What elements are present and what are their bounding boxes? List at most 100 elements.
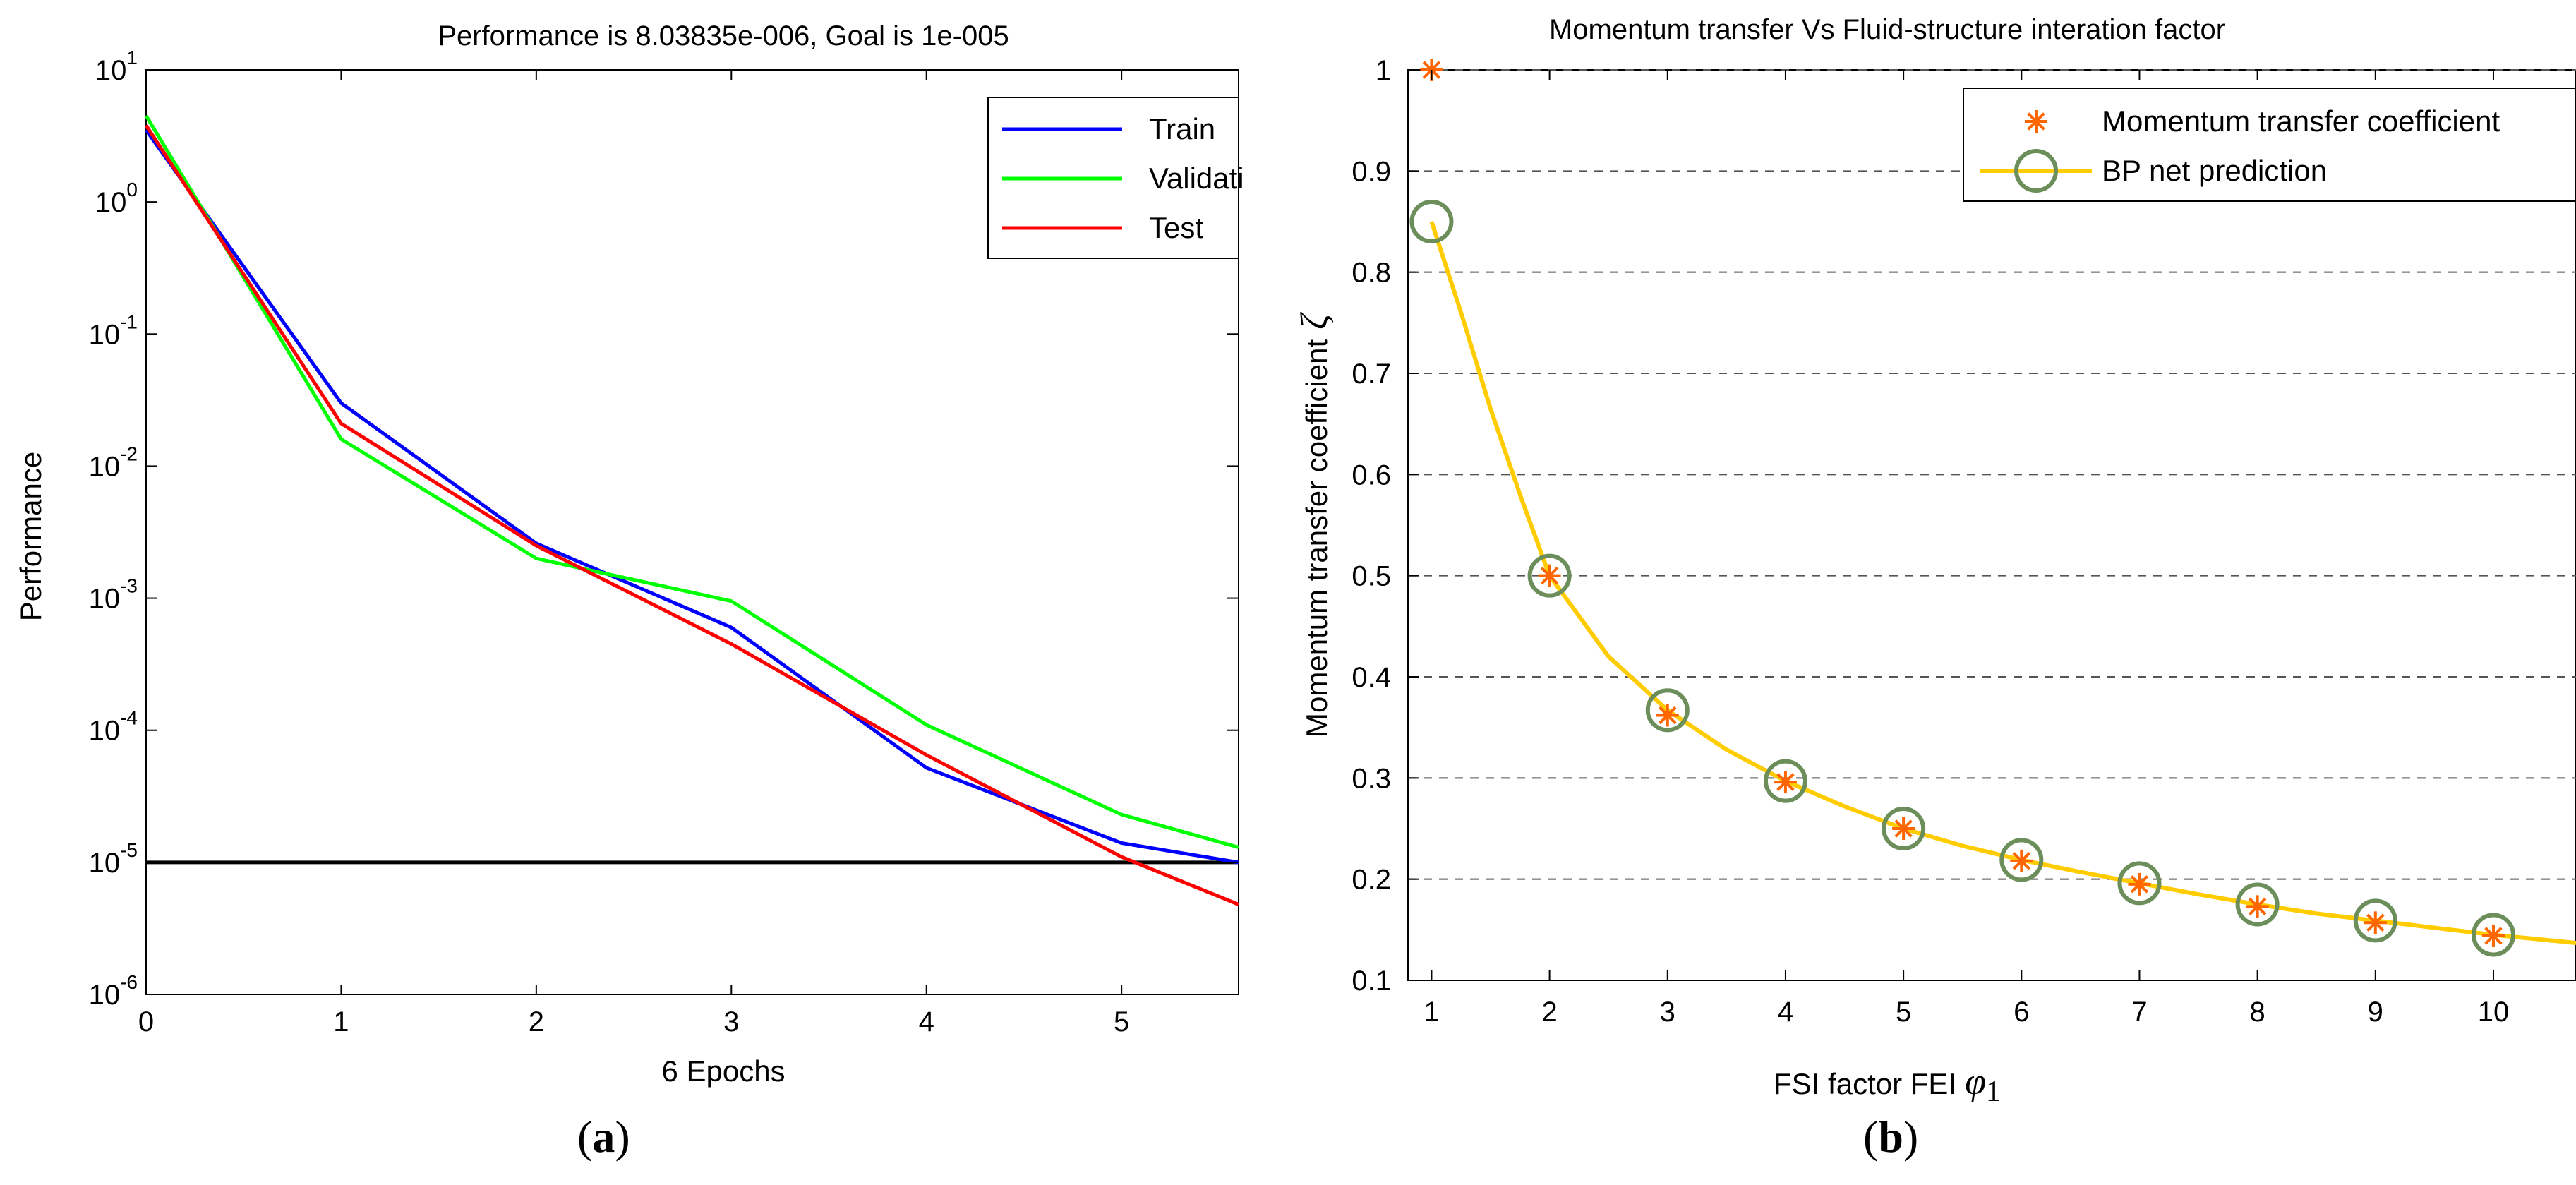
- asterisk-stroke: [1540, 566, 1559, 585]
- x-tick-label: 5: [1114, 1006, 1129, 1037]
- bp-prediction-circle: [1409, 200, 1454, 243]
- chart-b-ylabel-symbol: ζ: [1293, 312, 1335, 330]
- chart-b-ylabel-text: Momentum transfer coefficient: [1300, 339, 1333, 738]
- momentum-transfer-point: [2481, 924, 2505, 947]
- chart-b-legend-box: [1963, 88, 2576, 202]
- momentum-transfer-point: [1774, 771, 1797, 794]
- legend-label: Train: [1149, 112, 1215, 145]
- x-tick-label: 3: [1660, 997, 1675, 1028]
- chart-b-xlabel: FSI factor FEI φ1: [1774, 1060, 2001, 1108]
- bp-prediction-circle: [1527, 553, 1572, 598]
- caption-a-open: (: [577, 1112, 593, 1162]
- chart-b-legend-items: Momentum transfer coefficient BP net pred…: [1980, 104, 2500, 193]
- bp-net-prediction-markers: [1409, 200, 2515, 957]
- momentum-transfer-point: [2364, 911, 2387, 934]
- bp-prediction-circle: [2117, 861, 2162, 906]
- chart-a-y-ticks: 10-6 10-5 10-4 10-3 10-2 10-1 100 101: [89, 47, 1239, 1011]
- y-tick-label: 0.3: [1352, 763, 1391, 794]
- series-line-train: [144, 128, 1239, 865]
- chart-a-ylabel: Performance: [14, 452, 47, 621]
- chart-b-plot-area: [1407, 69, 2576, 981]
- momentum-transfer-point: [1892, 817, 1915, 840]
- y-tick-label: 0.2: [1352, 865, 1391, 896]
- y-tick-label: 101: [95, 47, 138, 86]
- asterisk-stroke: [2027, 112, 2045, 131]
- y-tick-label: 10-2: [89, 443, 138, 482]
- legend-label: Validati: [1149, 162, 1244, 195]
- caption-b-close: ): [1903, 1112, 1919, 1162]
- momentum-transfer-point: [2246, 895, 2269, 918]
- bp-net-prediction-curve: [1429, 221, 2576, 945]
- x-tick-label: 3: [723, 1006, 739, 1037]
- x-tick-label: 9: [2368, 997, 2383, 1028]
- asterisk-stroke: [1776, 773, 1795, 791]
- caption-a-letter: a: [592, 1112, 615, 1162]
- bp-prediction-circle: [2353, 898, 2397, 943]
- caption-a: (a): [577, 1111, 630, 1163]
- series-line-validati: [144, 114, 1239, 849]
- y-tick-label: 0.7: [1352, 359, 1391, 390]
- y-tick-label: 1: [1376, 55, 1391, 86]
- chart-a-series: [144, 114, 1239, 906]
- caption-a-close: ): [615, 1112, 630, 1162]
- y-tick-label: 0.5: [1352, 561, 1391, 592]
- y-tick-label: 100: [95, 179, 138, 218]
- chart-a-legend-items: Train Validati Test: [1002, 112, 1244, 244]
- chart-b-title: Momentum transfer Vs Fluid-structure int…: [1549, 14, 2225, 45]
- x-tick-label: 7: [2131, 997, 2147, 1028]
- x-tick-label: 2: [529, 1006, 544, 1037]
- caption-b-open: (: [1863, 1112, 1879, 1162]
- chart-b-xlabel-symbol: φ: [1965, 1060, 1986, 1102]
- chart-b-ylabel: Momentum transfer coefficient ζ: [1293, 312, 1335, 738]
- x-tick-label: 5: [1896, 997, 1911, 1028]
- legend-swatch-asterisk: [2025, 110, 2047, 133]
- caption-b-letter: b: [1878, 1112, 1903, 1162]
- y-tick-label: 10-6: [89, 971, 138, 1011]
- series-line-test: [144, 124, 1239, 906]
- asterisk-stroke: [1894, 819, 1913, 838]
- chart-b-gridlines: [1408, 69, 2576, 880]
- asterisk-stroke: [2012, 852, 2031, 870]
- x-tick-label: 1: [333, 1006, 349, 1037]
- legend-label: BP net prediction: [2102, 154, 2327, 187]
- legend-label: Momentum transfer coefficient: [2102, 104, 2500, 138]
- x-tick-label: 10: [2478, 997, 2510, 1028]
- y-tick-label: 0.9: [1352, 156, 1391, 187]
- bp-prediction-circle: [2471, 913, 2515, 957]
- x-tick-label: 1: [1424, 997, 1439, 1028]
- chart-b-xlabel-text: FSI factor FEI: [1774, 1067, 1956, 1100]
- asterisk-stroke: [1659, 706, 1677, 725]
- bp-prediction-circle: [2235, 882, 2280, 927]
- chart-a-xlabel: 6 Epochs: [661, 1054, 785, 1088]
- chart-b-y-ticks: 0.1 0.2 0.3 0.4 0.5 0.6 0.7 0.8 0.9 1: [1352, 55, 1419, 997]
- momentum-transfer-point: [2010, 849, 2033, 872]
- y-tick-label: 10-3: [89, 575, 138, 615]
- legend-swatch-circle: [2014, 149, 2058, 193]
- chart-a-title: Performance is 8.03835e-006, Goal is 1e-…: [438, 20, 1009, 52]
- momentum-transfer-markers: [1420, 59, 2505, 947]
- chart-a-x-ticks: 0 1 2 3 4 5: [138, 70, 1129, 1037]
- x-tick-label: 4: [1778, 997, 1793, 1028]
- momentum-transfer-point: [1538, 564, 1561, 587]
- y-tick-label: 0.1: [1352, 966, 1391, 997]
- x-tick-label: 8: [2250, 997, 2265, 1028]
- bp-prediction-circle: [1999, 838, 2044, 882]
- asterisk-stroke: [2366, 913, 2385, 932]
- y-tick-label: 0.8: [1352, 258, 1391, 289]
- momentum-transfer-point: [2128, 872, 2151, 896]
- chart-b: Momentum transfer Vs Fluid-structure int…: [1293, 14, 2576, 1108]
- bp-prediction-circle: [1763, 759, 1807, 803]
- asterisk-stroke: [2484, 927, 2503, 945]
- x-tick-label: 0: [138, 1006, 154, 1037]
- y-tick-label: 0.4: [1352, 662, 1391, 693]
- asterisk-stroke: [2248, 897, 2267, 916]
- y-tick-label: 10-4: [89, 707, 138, 747]
- x-tick-label: 6: [2014, 997, 2029, 1028]
- bp-prediction-circle: [1882, 807, 1926, 850]
- bp-prediction-circle: [1645, 688, 1690, 733]
- chart-b-legend: Momentum transfer coefficient BP net pred…: [1963, 88, 2576, 202]
- y-tick-label: 0.6: [1352, 459, 1391, 491]
- x-tick-label: 2: [1541, 997, 1557, 1028]
- chart-a-legend: Train Validati Test: [987, 97, 1244, 259]
- asterisk-stroke: [2130, 875, 2149, 894]
